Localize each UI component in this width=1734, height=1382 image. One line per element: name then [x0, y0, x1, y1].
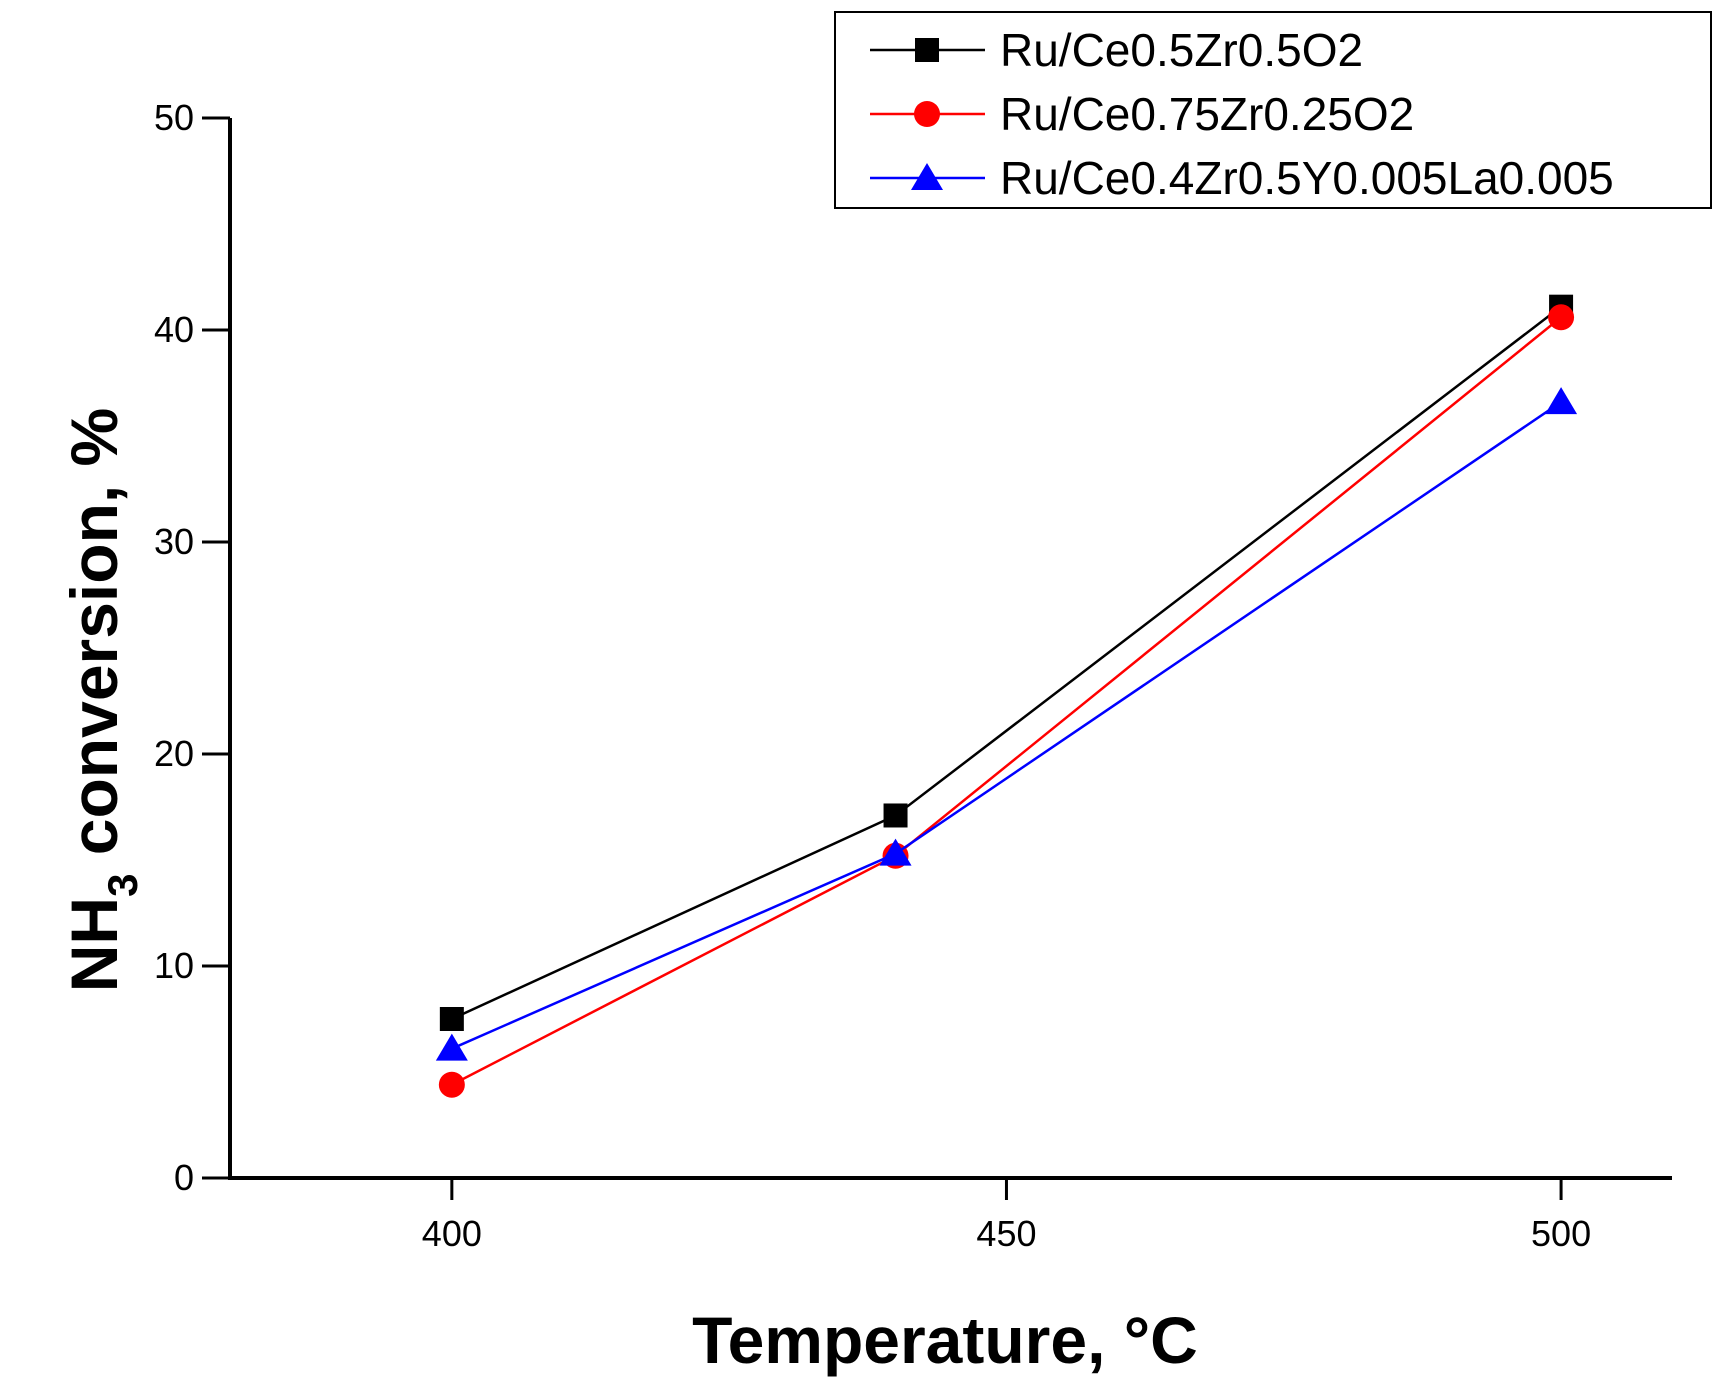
axes [228, 118, 1672, 1180]
data-point [1545, 387, 1578, 415]
legend: Ru/Ce0.5Zr0.5O2 Ru/Ce0.75Zr0.25O2 Ru/Ce0.4… [834, 11, 1712, 209]
y-tick-label: 0 [174, 1157, 194, 1198]
series-3 [435, 387, 1578, 1061]
x-axis-title: Temperature, °C [692, 1303, 1198, 1377]
data-point [879, 838, 912, 866]
data-point [883, 803, 908, 828]
legend-marker [914, 101, 940, 127]
legend-marker [915, 38, 939, 62]
series-line [451, 401, 1562, 1050]
series-1 [439, 294, 1574, 1031]
y-axis-title-subscript: 3 [99, 874, 146, 897]
legend-label: Ru/Ce0.75Zr0.25O2 [1000, 88, 1414, 140]
data-point [439, 1007, 464, 1031]
y-tick-label: 20 [154, 733, 194, 774]
y-tick-label: 10 [154, 945, 194, 986]
legend-item-1: Ru/Ce0.5Zr0.5O2 [870, 24, 1363, 76]
legend-label: Ru/Ce0.4Zr0.5Y0.005La0.005 [1000, 152, 1614, 204]
legend-item-3: Ru/Ce0.4Zr0.5Y0.005La0.005 [870, 152, 1614, 204]
y-axis-title: NH3 conversion, % [57, 408, 146, 993]
series-line [451, 305, 1562, 1021]
series-layer [435, 294, 1578, 1098]
y-axis-title-main: NH [57, 897, 131, 992]
data-point [438, 1071, 465, 1098]
x-tick-label: 500 [1531, 1213, 1591, 1254]
legend-items: Ru/Ce0.5Zr0.5O2 Ru/Ce0.75Zr0.25O2 Ru/Ce0.4… [870, 24, 1614, 204]
y-axis-title-rest: conversion, % [57, 408, 131, 874]
legend-marker [911, 163, 943, 190]
y-tick-label: 50 [154, 97, 194, 138]
legend-box [834, 11, 1712, 209]
x-tick-label: 450 [976, 1213, 1036, 1254]
data-point [1548, 304, 1575, 331]
y-tick-label: 30 [154, 521, 194, 562]
x-tick-label: 400 [422, 1213, 482, 1254]
data-point [435, 1033, 468, 1061]
ticks: 0 10 20 30 40 50 400 450 500 [154, 97, 1591, 1254]
y-tick-label: 40 [154, 309, 194, 350]
legend-label: Ru/Ce0.5Zr0.5O2 [1000, 24, 1363, 76]
legend-item-2: Ru/Ce0.75Zr0.25O2 [870, 88, 1414, 140]
